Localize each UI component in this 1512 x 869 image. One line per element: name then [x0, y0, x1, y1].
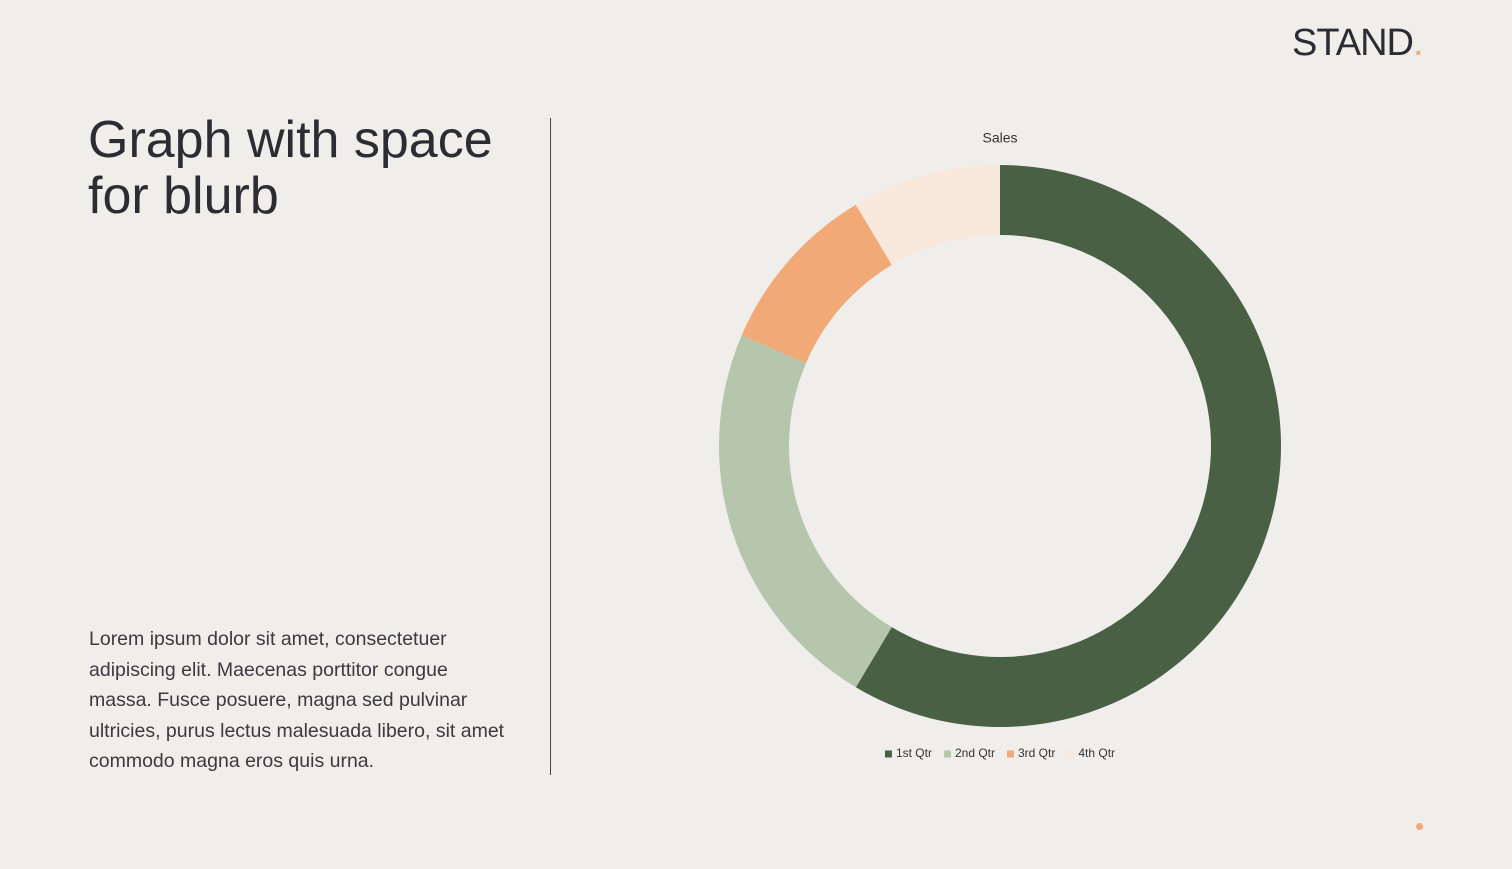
legend-label: 3rd Qtr	[1018, 746, 1055, 760]
logo-dot: .	[1412, 22, 1424, 64]
doughnut-segment	[855, 165, 1000, 265]
legend-swatch	[943, 750, 951, 758]
legend-label: 2nd Qtr	[955, 746, 995, 760]
blurb: Lorem ipsum dolor sit amet, consectetuer…	[89, 628, 505, 772]
slide-title: Graph with space for blurb	[88, 112, 493, 224]
title-line: for blurb	[88, 167, 279, 225]
legend-swatch	[1067, 750, 1075, 758]
legend-label: 4th Qtr	[1078, 746, 1115, 760]
divider	[550, 118, 551, 775]
logo: STAND.	[1292, 22, 1423, 65]
chart-title: Sales	[982, 130, 1017, 146]
doughnut-segment	[741, 204, 892, 364]
legend-swatch	[1007, 750, 1015, 758]
title-line: Graph with space	[88, 111, 493, 169]
legend-label: 1st Qtr	[896, 746, 932, 760]
doughnut-segment	[855, 165, 1281, 727]
corner-dot	[1416, 823, 1423, 830]
logo-text: STAND	[1292, 22, 1414, 64]
doughnut-segment	[718, 335, 892, 688]
legend-swatch	[884, 750, 892, 758]
